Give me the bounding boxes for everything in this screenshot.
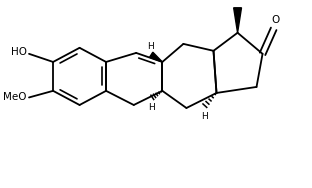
Text: O: O (271, 15, 279, 25)
Text: H: H (148, 103, 154, 111)
Polygon shape (234, 8, 241, 33)
Text: MeO: MeO (3, 92, 27, 102)
Polygon shape (149, 52, 162, 62)
Text: HO: HO (11, 47, 27, 57)
Text: H: H (147, 42, 154, 51)
Text: H: H (201, 112, 207, 121)
